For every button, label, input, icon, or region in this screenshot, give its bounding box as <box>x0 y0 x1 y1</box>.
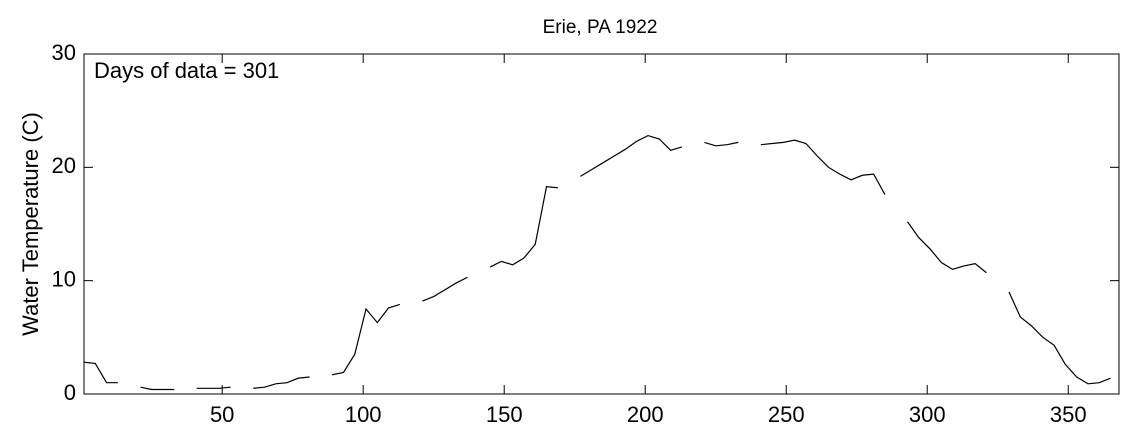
x-tick-label: 100 <box>345 402 382 427</box>
chart-title: Erie, PA 1922 <box>543 17 658 38</box>
plot-frame <box>83 53 1120 395</box>
y-tick-label: 10 <box>52 266 76 291</box>
data-line <box>83 134 1111 391</box>
y-tick-label: 30 <box>52 40 76 65</box>
x-tick-label: 350 <box>1050 402 1087 427</box>
annotation: Days of data = 301 <box>94 58 279 83</box>
y-tick-label: 0 <box>64 380 76 405</box>
x-tick-label: 150 <box>486 402 523 427</box>
x-tick-label: 50 <box>210 402 234 427</box>
y-axis-label: Water Temperature (C) <box>18 112 43 336</box>
x-tick-label: 250 <box>768 402 805 427</box>
y-tick-label: 20 <box>52 153 76 178</box>
x-tick-label: 300 <box>909 402 946 427</box>
x-tick-label: 200 <box>627 402 664 427</box>
